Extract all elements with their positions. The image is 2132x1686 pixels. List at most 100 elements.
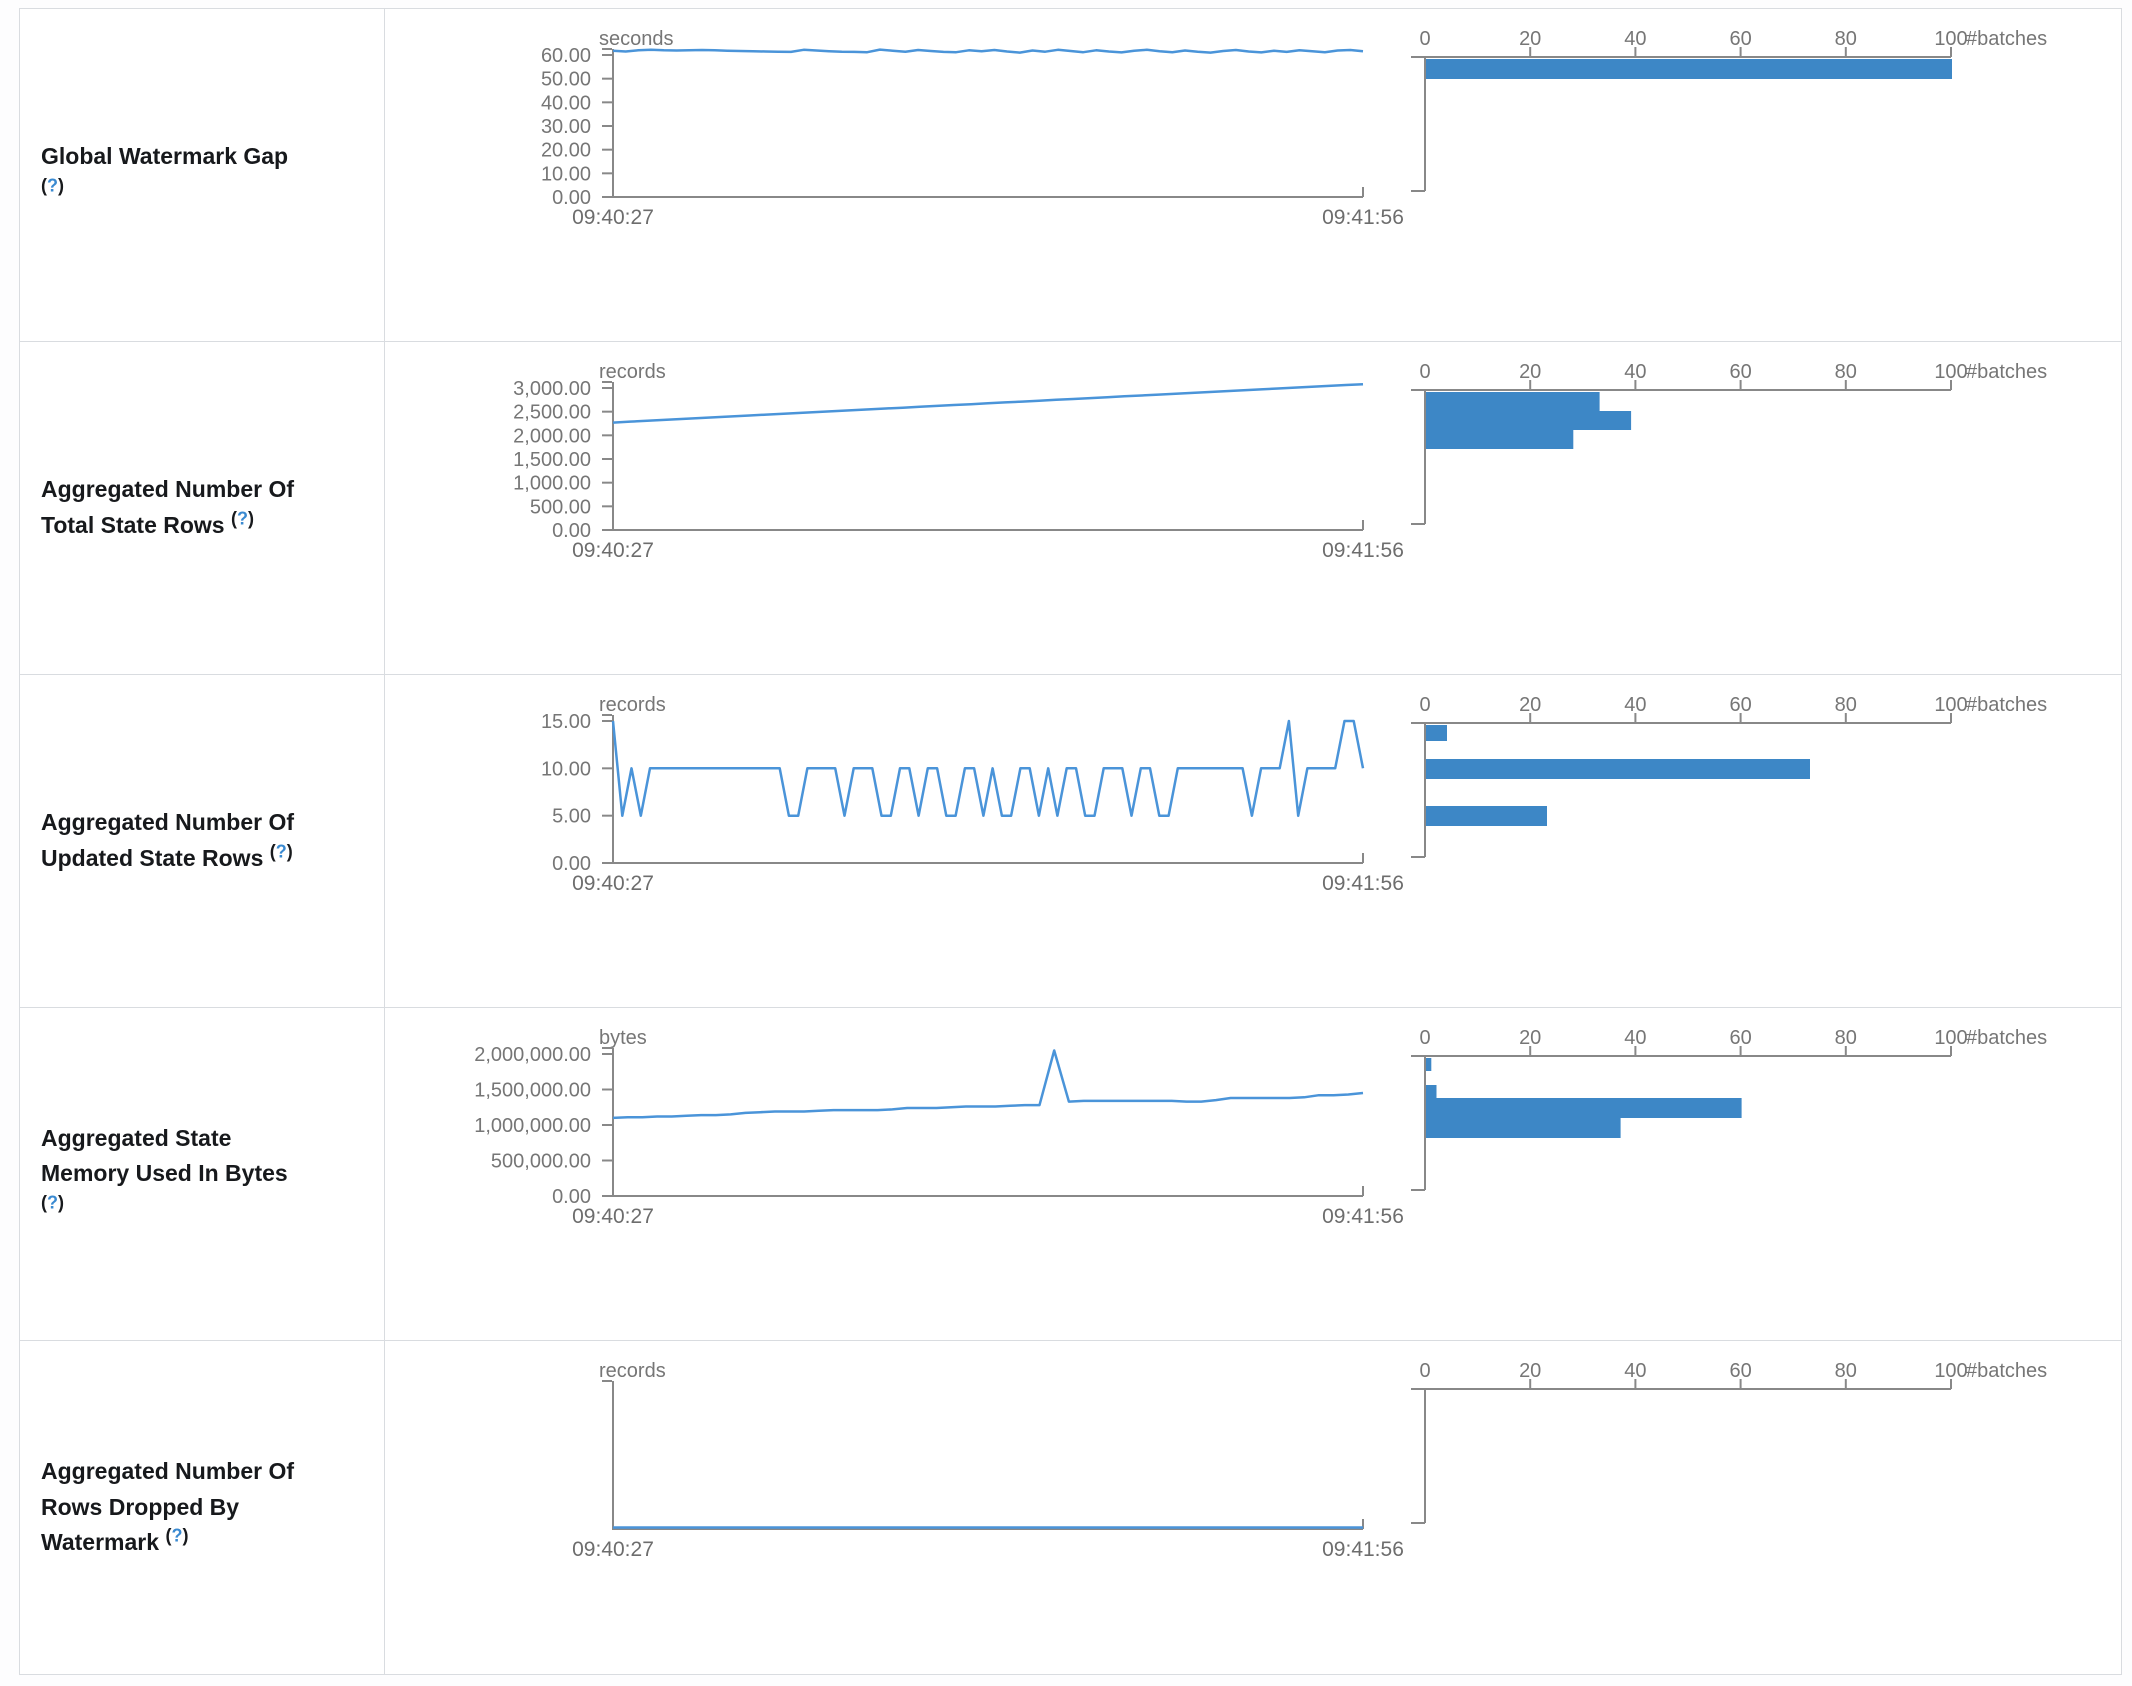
chart-cell: bytes 2,000,000.00 1,500,000.00 1,000,000.0… [385, 1008, 2121, 1340]
hist-tick-label: 100 [1934, 694, 1967, 716]
y-tick-label: 50.00 [541, 69, 591, 91]
metric-line-series [611, 719, 1365, 817]
metric-line-series [612, 48, 1364, 54]
hist-tick-label: 80 [1835, 361, 1857, 383]
batches-axis-label: #batches [1966, 1360, 2047, 1382]
metric-row-0: Global Watermark Gap (?) seconds 60.00 50.0… [20, 9, 2121, 342]
metric-label: Aggregated Number Of Rows Dropped By Wat… [41, 1454, 297, 1561]
chart-cell: records 09:40:27 09:41:56 0 20 40 60 80 100 #batc… [385, 1341, 2121, 1674]
metric-label-cell: Aggregated Number Of Rows Dropped By Wat… [20, 1341, 385, 1674]
help-tooltip-link[interactable]: (?) [269, 841, 293, 862]
hist-tick-label: 40 [1624, 1360, 1646, 1382]
hist-tick-label: 100 [1934, 361, 1967, 383]
y-tick-label: 0.00 [552, 1186, 591, 1208]
metric-label: Aggregated State Memory Used In Bytes (?… [41, 1121, 297, 1228]
y-tick-label: 2,000,000.00 [474, 1044, 591, 1066]
y-tick-label: 1,000.00 [513, 473, 591, 495]
x-axis-end-label: 09:41:56 [1322, 1205, 1404, 1228]
hist-bar [1426, 411, 1632, 430]
unit-label: seconds [599, 28, 674, 50]
y-tick-label: 5.00 [552, 806, 591, 828]
x-axis-end-label: 09:41:56 [1322, 206, 1404, 229]
metric-label-text: Aggregated Number Of Rows Dropped By Wat… [41, 1458, 295, 1556]
hist-tick-label: 20 [1519, 361, 1541, 383]
hist-bar [1426, 725, 1447, 741]
y-tick-label: 10.00 [541, 758, 591, 780]
hist-tick-label: 40 [1624, 361, 1646, 383]
help-tooltip-link[interactable]: (?) [231, 508, 254, 529]
x-axis-start-label: 09:40:27 [572, 872, 654, 895]
metric-label: Aggregated Number Of Updated State Rows … [41, 805, 297, 876]
hist-tick-label: 0 [1419, 694, 1430, 716]
y-tick-label: 40.00 [541, 92, 591, 114]
batches-axis-label: #batches [1966, 28, 2047, 50]
hist-tick-label: 80 [1835, 694, 1857, 716]
x-axis-start-label: 09:40:27 [572, 539, 654, 562]
x-axis-start-label: 09:40:27 [572, 206, 654, 229]
metric-label-cell: Aggregated Number Of Total State Rows (?… [20, 342, 385, 674]
y-tick-label: 30.00 [541, 116, 591, 138]
y-tick-label: 500.00 [530, 496, 591, 518]
timeline-and-histogram-4: records 09:40:27 09:41:56 0 20 40 60 80 100#batc… [572, 1360, 2047, 1561]
hist-tick-label: 80 [1835, 1360, 1857, 1382]
batches-axis-label: #batches [1966, 694, 2047, 716]
hist-tick-label: 60 [1729, 28, 1751, 50]
unit-label: records [599, 361, 666, 383]
metric-row-2: Aggregated Number Of Updated State Rows … [20, 675, 2121, 1008]
timeline-and-histogram-0: seconds 60.0050.0040.0030.0020.0010.000.0… [541, 28, 2047, 229]
hist-tick-label: 20 [1519, 28, 1541, 50]
hist-tick-label: 60 [1729, 1360, 1751, 1382]
hist-tick-label: 20 [1519, 694, 1541, 716]
metric-label-text: Aggregated Number Of Total State Rows [41, 476, 295, 538]
hist-tick-label: 20 [1519, 1360, 1541, 1382]
help-tooltip-link[interactable]: (?) [165, 1525, 189, 1546]
hist-tick-label: 40 [1624, 1027, 1646, 1049]
hist-tick-label: 60 [1729, 361, 1751, 383]
metric-label-cell: Aggregated State Memory Used In Bytes (?… [20, 1008, 385, 1340]
y-tick-label: 1,500,000.00 [474, 1080, 591, 1102]
y-tick-label: 1,000,000.00 [474, 1115, 591, 1137]
metric-label-cell: Global Watermark Gap (?) [20, 9, 385, 341]
hist-tick-label: 0 [1419, 1027, 1430, 1049]
help-tooltip-link[interactable]: (?) [41, 175, 64, 196]
y-tick-label: 500,000.00 [491, 1151, 591, 1173]
unit-label: records [599, 1360, 666, 1382]
hist-bar [1426, 392, 1600, 411]
hist-tick-label: 20 [1519, 1027, 1541, 1049]
metric-label-text: Aggregated State Memory Used In Bytes [41, 1124, 288, 1187]
y-tick-label: 60.00 [541, 45, 591, 67]
y-tick-label: 0.00 [552, 187, 591, 209]
hist-tick-label: 60 [1729, 694, 1751, 716]
metric-line-series [612, 382, 1364, 424]
hist-tick-label: 40 [1624, 694, 1646, 716]
x-axis-end-label: 09:41:56 [1322, 539, 1404, 562]
y-tick-label: 2,000.00 [513, 425, 591, 447]
hist-bar [1426, 1098, 1742, 1118]
metric-row-3: Aggregated State Memory Used In Bytes (?… [20, 1008, 2121, 1341]
metric-label: Global Watermark Gap (?) [41, 139, 297, 210]
batches-axis-label: #batches [1966, 1027, 2047, 1049]
hist-bar [1426, 430, 1574, 449]
unit-label: bytes [599, 1027, 647, 1049]
hist-bar [1426, 806, 1547, 826]
hist-tick-label: 100 [1934, 1360, 1967, 1382]
hist-tick-label: 60 [1729, 1027, 1751, 1049]
timeline-and-histogram-3: bytes 2,000,000.00 1,500,000.00 1,000,000.0… [474, 1027, 2047, 1228]
hist-tick-label: 80 [1835, 28, 1857, 50]
hist-tick-label: 100 [1934, 1027, 1967, 1049]
hist-tick-label: 0 [1419, 1360, 1430, 1382]
hist-bar [1426, 759, 1810, 779]
help-tooltip-link[interactable]: (?) [41, 1192, 64, 1213]
hist-tick-label: 0 [1419, 361, 1430, 383]
hist-tick-label: 0 [1419, 28, 1430, 50]
y-tick-label: 0.00 [552, 853, 591, 875]
metric-label-text: Aggregated Number Of Updated State Rows [41, 809, 295, 871]
metric-row-4: Aggregated Number Of Rows Dropped By Wat… [20, 1341, 2121, 1674]
y-tick-label: 1,500.00 [513, 449, 591, 471]
streaming-metrics-table: Global Watermark Gap (?) seconds 60.00 50.0… [19, 8, 2122, 1675]
x-axis-end-label: 09:41:56 [1322, 1538, 1404, 1561]
y-tick-label: 0.00 [552, 520, 591, 542]
metric-label-cell: Aggregated Number Of Updated State Rows … [20, 675, 385, 1007]
x-axis-end-label: 09:41:56 [1322, 872, 1404, 895]
